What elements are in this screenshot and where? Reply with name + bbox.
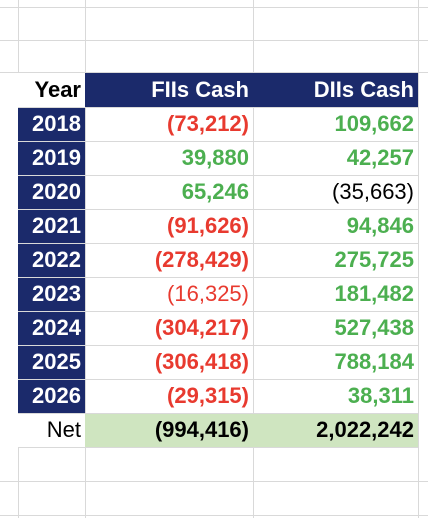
row: 2024 (304,217) 527,438 [18, 311, 418, 346]
value-cell: 275,725 [253, 243, 418, 278]
value-cell: (29,315) [85, 379, 253, 414]
row: 2021 (91,626) 94,846 [18, 209, 418, 244]
header-cell: Year [18, 73, 85, 108]
value-cell: 38,311 [253, 379, 418, 414]
total-label: Net [18, 413, 85, 448]
year-cell: 2023 [18, 277, 85, 312]
year-cell: 2024 [18, 311, 85, 346]
value-cell: 527,438 [253, 311, 418, 346]
grid-line [0, 7, 428, 8]
year-cell: 2019 [18, 141, 85, 176]
year-cell: 2026 [18, 379, 85, 414]
grid-line [418, 0, 419, 518]
year-cell: 2020 [18, 175, 85, 210]
header-cell: FIIs Cash [85, 73, 253, 108]
value-cell: 181,482 [253, 277, 418, 312]
value-cell: (304,217) [85, 311, 253, 346]
total-row: Net (994,416) 2,022,242 [18, 413, 418, 448]
header-cell: DIIs Cash [253, 73, 418, 108]
value-cell: (73,212) [85, 107, 253, 142]
row: 2020 65,246 (35,663) [18, 175, 418, 210]
grid-line [0, 40, 428, 41]
value-cell: 65,246 [85, 175, 253, 210]
value-cell: (35,663) [253, 175, 418, 210]
header-row: Year FIIs Cash DIIs Cash [18, 73, 418, 108]
year-cell: 2021 [18, 209, 85, 244]
value-cell: (306,418) [85, 345, 253, 380]
row: 2026 (29,315) 38,311 [18, 379, 418, 414]
row: 2025 (306,418) 788,184 [18, 345, 418, 380]
row: 2022 (278,429) 275,725 [18, 243, 418, 278]
total-cell: (994,416) [85, 413, 253, 448]
year-cell: 2025 [18, 345, 85, 380]
value-cell: (278,429) [85, 243, 253, 278]
value-cell: 42,257 [253, 141, 418, 176]
value-cell: 788,184 [253, 345, 418, 380]
value-cell: 109,662 [253, 107, 418, 142]
value-cell: (91,626) [85, 209, 253, 244]
row: 2019 39,880 42,257 [18, 141, 418, 176]
grid-line [0, 515, 428, 516]
value-cell: (16,325) [85, 277, 253, 312]
value-cell: 94,846 [253, 209, 418, 244]
data-table: Year FIIs Cash DIIs Cash 2018 (73,212) 1… [18, 73, 418, 448]
total-cell: 2,022,242 [253, 413, 418, 448]
grid-line [0, 481, 428, 482]
row: 2023 (16,325) 181,482 [18, 277, 418, 312]
grid-line [0, 72, 428, 73]
row: 2018 (73,212) 109,662 [18, 107, 418, 142]
year-cell: 2018 [18, 107, 85, 142]
year-cell: 2022 [18, 243, 85, 278]
value-cell: 39,880 [85, 141, 253, 176]
